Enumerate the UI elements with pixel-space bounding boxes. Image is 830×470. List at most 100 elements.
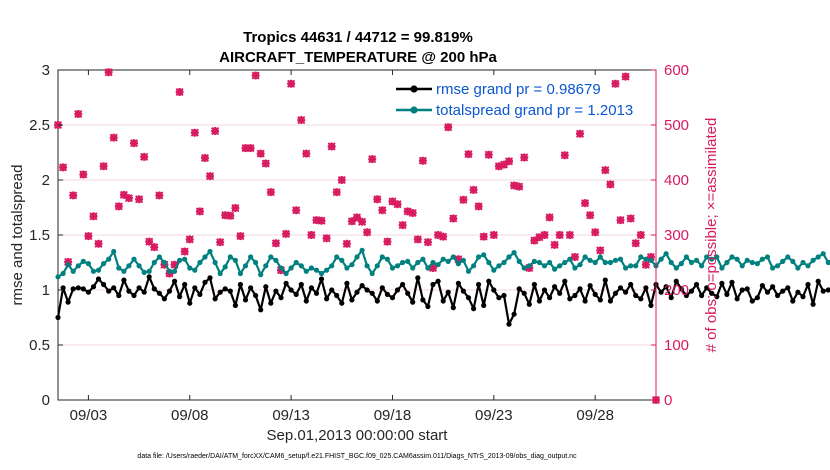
rmse-series-point	[106, 288, 112, 294]
rmse-series-point	[354, 289, 360, 295]
obs-assimilated-point	[454, 255, 463, 264]
obs-assimilated-point	[504, 157, 514, 166]
rmse-series-point	[318, 276, 325, 282]
rmse-series-point	[526, 301, 532, 307]
obs-assimilated-point	[596, 246, 605, 255]
spread-series-point	[724, 259, 730, 266]
obs-assimilated-point	[84, 232, 93, 241]
rmse-series-point	[471, 306, 477, 312]
rmse-series-point	[724, 291, 730, 297]
obs-assimilated-point	[368, 155, 377, 164]
spread-series-point	[253, 259, 259, 266]
spread-series-point	[471, 263, 477, 269]
spread-series-point	[739, 263, 745, 269]
obs-assimilated-point	[555, 230, 564, 240]
spread-series-point	[491, 267, 497, 273]
rmse-series-point	[324, 296, 330, 302]
rmse-series-point	[131, 292, 137, 299]
obs-assimilated-point	[439, 232, 448, 241]
obs-assimilated-point	[520, 153, 529, 162]
rmse-series-point	[668, 295, 674, 301]
rmse-series-point	[308, 285, 314, 291]
obs-assimilated-point	[393, 200, 402, 209]
rmse-series-point	[790, 298, 796, 304]
spread-series-point	[536, 259, 543, 266]
spread-series-point	[182, 256, 188, 262]
rmse-series-point	[714, 294, 720, 300]
obs-assimilated-point	[626, 214, 635, 223]
rmse-series-point	[384, 291, 390, 297]
rmse-series-point	[557, 290, 563, 296]
obs-layer	[53, 68, 661, 405]
rmse-series-point	[719, 280, 725, 286]
spread-series-point	[486, 259, 492, 266]
spread-series-point	[146, 268, 152, 274]
spread-series-point	[582, 254, 588, 260]
rmse-series-point	[359, 283, 365, 289]
spread-series-point	[810, 257, 816, 263]
chart-title-line2: AIRCRAFT_TEMPERATURE @ 200 hPa	[219, 49, 497, 66]
x-axis-label: Sep.01,2013 00:00:00 start	[267, 427, 449, 444]
spread-series-point	[790, 258, 796, 264]
rmse-series-point	[248, 285, 254, 291]
rmse-series-point	[253, 292, 259, 299]
obs-assimilated-point	[428, 263, 438, 273]
spread-series-point	[612, 257, 619, 263]
rmse-series-point	[582, 298, 588, 304]
rmse-series-point	[759, 283, 766, 289]
spread-series-point	[268, 254, 274, 260]
obs-assimilated-point	[444, 123, 453, 132]
rmse-series-point	[744, 286, 750, 292]
obs-assimilated-point	[251, 71, 260, 80]
rmse-series-point	[222, 286, 228, 292]
spread-series-point	[607, 259, 614, 266]
obs-assimilated-point	[575, 129, 585, 138]
y-left-tick-label: 2.5	[29, 117, 50, 134]
obs-assimilated-point	[221, 211, 230, 220]
spread-series-point	[136, 263, 142, 269]
obs-assimilated-point	[129, 139, 139, 148]
spread-series-point	[719, 265, 725, 271]
obs-assimilated-point	[94, 239, 103, 248]
obs-assimilated-point	[226, 211, 235, 220]
obs-assimilated-point	[616, 216, 625, 225]
rmse-series-point	[658, 289, 664, 295]
spread-series-point	[729, 254, 735, 260]
rmse-series-point	[161, 296, 167, 302]
rmse-series-point	[268, 300, 274, 306]
rmse-series-point	[141, 289, 147, 295]
rmse-series-point	[521, 290, 527, 296]
y-right-tick-label: 100	[664, 337, 689, 354]
y-axis-left-label: rmse and totalspread	[9, 165, 26, 306]
rmse-series-point	[146, 274, 152, 280]
y-left-tick-label: 2	[42, 172, 50, 189]
spread-series-point	[187, 265, 193, 271]
spread-series-point	[704, 254, 710, 260]
rmse-series-point	[820, 288, 826, 294]
spread-series-point	[354, 254, 360, 260]
x-tick-label: 09/18	[374, 407, 412, 424]
obs-assimilated-point	[469, 185, 478, 194]
rmse-series-point	[501, 292, 507, 299]
obs-assimilated-point	[135, 195, 144, 204]
rmse-series-point	[156, 290, 162, 296]
rmse-series-point	[344, 280, 350, 286]
obs-assimilated-point	[337, 175, 346, 185]
spread-series-point	[643, 256, 649, 262]
spread-series-point	[597, 254, 603, 260]
rmse-series-point	[805, 281, 811, 288]
rmse-series-point	[283, 280, 289, 286]
spread-series-point	[648, 257, 654, 263]
spread-series-point	[242, 263, 249, 269]
spread-series-point	[248, 254, 254, 260]
rmse-series-point	[648, 302, 654, 308]
spread-series-point	[121, 268, 127, 274]
rmse-series-point	[597, 297, 603, 303]
rmse-series-point	[197, 291, 203, 297]
obs-assimilated-point	[423, 238, 432, 247]
obs-assimilated-point	[540, 230, 549, 240]
rmse-series-point	[587, 283, 593, 289]
obs-assimilated-point	[140, 152, 149, 161]
obs-assimilated-point	[621, 72, 630, 81]
spread-series-point	[460, 257, 466, 263]
